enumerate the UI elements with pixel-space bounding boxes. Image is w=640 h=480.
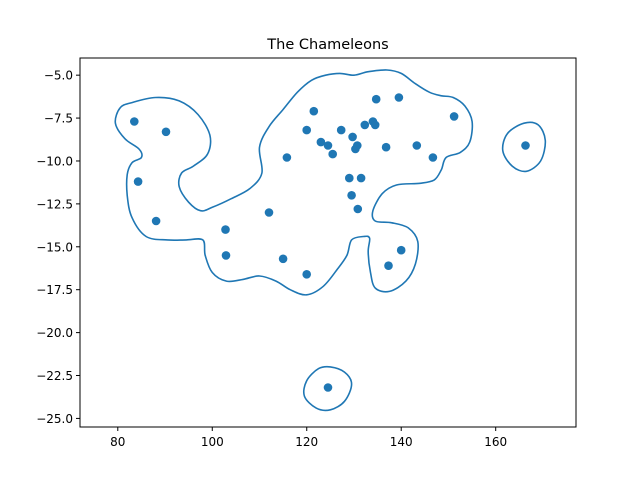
contour-1 xyxy=(501,121,547,173)
data-point xyxy=(336,125,346,135)
data-point xyxy=(221,251,231,260)
contour-0 xyxy=(114,69,474,296)
y-tick-label: −22.5 xyxy=(36,369,73,383)
data-point xyxy=(396,245,406,255)
data-point xyxy=(428,153,438,162)
data-point xyxy=(309,106,319,116)
data-point xyxy=(151,216,161,226)
data-point xyxy=(221,225,230,234)
x-tick-label: 100 xyxy=(201,435,224,449)
density-contours xyxy=(114,69,547,412)
x-tick-label: 120 xyxy=(295,435,318,449)
y-tick-label: −20.0 xyxy=(36,326,73,340)
scatter-points xyxy=(130,93,530,392)
data-point xyxy=(302,125,312,135)
y-tick-label: −15.0 xyxy=(36,240,73,254)
data-point xyxy=(356,173,366,183)
chart-title: The Chameleons xyxy=(266,37,388,53)
data-point xyxy=(345,173,354,183)
data-point xyxy=(360,120,370,130)
plot-frame xyxy=(79,57,577,428)
y-tick-label: −17.5 xyxy=(36,283,73,297)
data-point xyxy=(161,127,171,137)
data-point xyxy=(370,120,380,130)
data-point xyxy=(347,191,356,200)
data-point xyxy=(521,141,530,150)
y-tick-label: −5.0 xyxy=(44,69,73,83)
data-point xyxy=(353,141,362,150)
data-point xyxy=(381,142,391,152)
data-point xyxy=(130,117,139,126)
x-tick-label: 80 xyxy=(110,435,125,449)
y-tick-label: −10.0 xyxy=(36,154,73,168)
x-tick-label: 160 xyxy=(484,435,507,449)
data-point xyxy=(316,137,326,147)
data-point xyxy=(412,141,422,150)
data-point xyxy=(328,149,338,159)
data-point xyxy=(323,141,333,150)
y-tick-label: −7.5 xyxy=(44,112,73,126)
data-point xyxy=(278,254,288,264)
data-point xyxy=(348,132,357,142)
data-point xyxy=(353,204,363,214)
data-point xyxy=(264,208,274,217)
data-point xyxy=(133,177,143,186)
y-tick-label: −25.0 xyxy=(36,412,73,426)
y-axis: −5.0 −7.5 −10.0 −12.5 −15.0 −17.5 −20.0 −22.5 −2… xyxy=(36,69,80,426)
contour-2 xyxy=(302,365,353,412)
data-point xyxy=(282,153,292,162)
data-point xyxy=(384,261,393,271)
data-point xyxy=(323,383,333,392)
data-point xyxy=(394,93,404,102)
data-point xyxy=(449,112,459,121)
data-point xyxy=(302,270,312,279)
x-axis: 80 100 120 140 160 xyxy=(110,427,507,449)
x-tick-label: 140 xyxy=(390,435,413,449)
y-tick-label: −12.5 xyxy=(36,197,73,211)
data-point xyxy=(371,94,381,104)
